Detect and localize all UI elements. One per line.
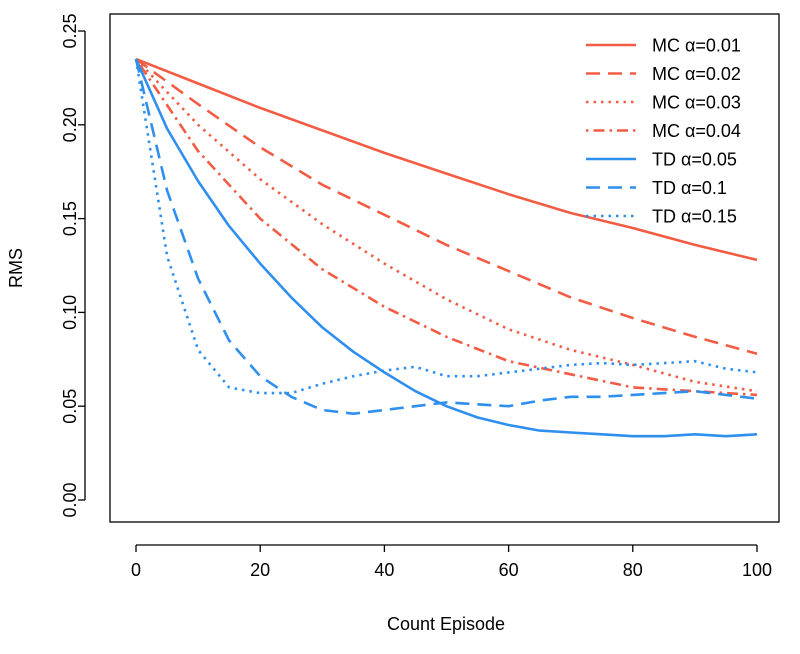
x-tick-label-5: 100 — [742, 560, 772, 580]
x-tick-label-2: 40 — [374, 560, 394, 580]
y-axis-title: RMS — [6, 248, 26, 288]
series-line-5 — [134, 58, 758, 438]
legend-label-3: MC α=0.03 — [652, 93, 741, 113]
x-tick-label-1: 20 — [250, 560, 270, 580]
legend-label-4: MC α=0.04 — [652, 121, 741, 141]
series-line-4 — [134, 58, 758, 397]
x-tick-label-0: 0 — [131, 560, 141, 580]
y-tick-label-1: 0.05 — [60, 389, 80, 424]
series-line-6 — [134, 58, 758, 416]
legend-label-2: MC α=0.02 — [652, 64, 741, 84]
legend-label-1: MC α=0.01 — [652, 36, 741, 56]
y-tick-label-2: 0.10 — [60, 295, 80, 330]
y-tick-label-5: 0.25 — [60, 13, 80, 48]
x-tick-label-3: 60 — [499, 560, 519, 580]
legend-label-7: TD α=0.15 — [652, 207, 737, 227]
x-axis-title: Count Episode — [387, 614, 505, 634]
series-layer — [134, 57, 758, 438]
legend-label-6: TD α=0.1 — [652, 178, 727, 198]
legend: MC α=0.01 MC α=0.02 MC α=0.03 MC α=0.04 TD α… — [586, 36, 741, 227]
legend-label-5: TD α=0.05 — [652, 150, 737, 170]
y-tick-label-0: 0.00 — [60, 482, 80, 517]
series-line-1 — [135, 57, 758, 262]
plot-frame — [109, 13, 780, 523]
x-tick-label-4: 80 — [623, 560, 643, 580]
series-line-2 — [135, 58, 758, 355]
y-tick-label-3: 0.15 — [60, 201, 80, 236]
y-tick-label-4: 0.20 — [60, 107, 80, 142]
axes-layer: 0 20 40 60 80 100 0.00 0.05 0.10 0.15 0.20 0.25 — [60, 13, 772, 580]
